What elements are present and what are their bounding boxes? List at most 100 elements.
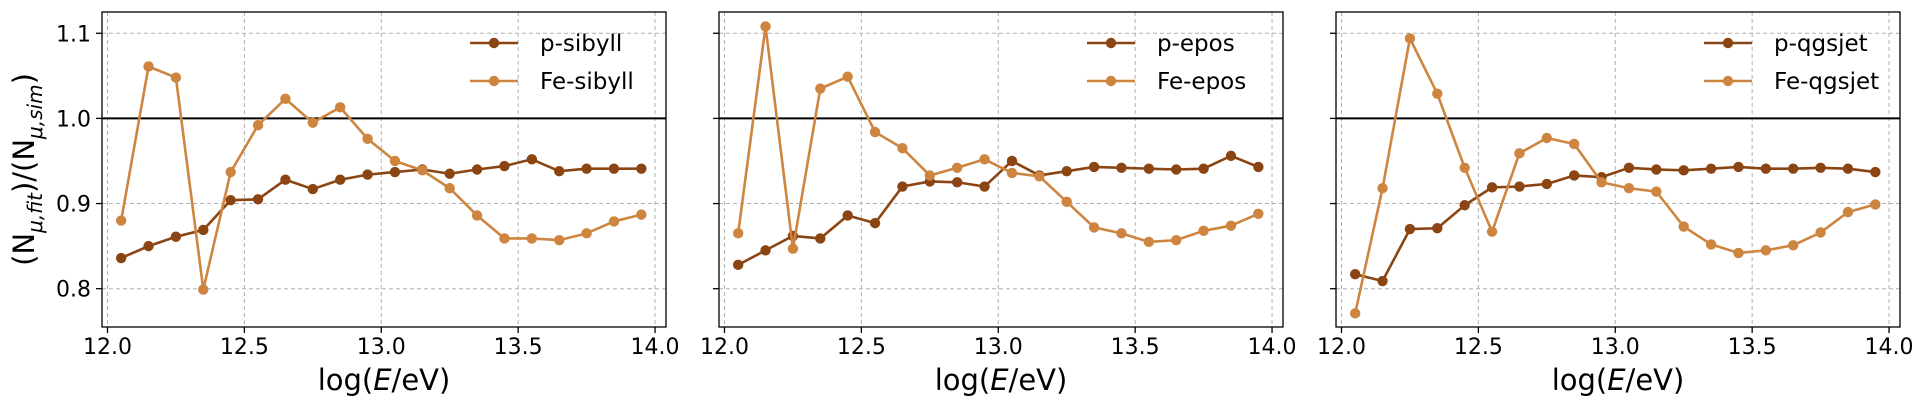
data-point bbox=[143, 240, 154, 252]
data-point bbox=[1143, 163, 1155, 174]
data-point bbox=[979, 181, 990, 192]
data-point bbox=[1596, 177, 1607, 188]
data-point bbox=[869, 217, 881, 229]
data-point bbox=[636, 163, 647, 174]
x-tick-label: 12.5 bbox=[220, 335, 269, 360]
y-tick-label: 1.0 bbox=[56, 107, 91, 132]
data-point bbox=[1870, 166, 1881, 178]
data-point bbox=[1486, 226, 1498, 237]
x-tick-label: 12.0 bbox=[700, 335, 749, 360]
data-point bbox=[1705, 163, 1717, 174]
x-tick-label: 12.5 bbox=[1454, 335, 1503, 360]
data-point bbox=[362, 133, 373, 145]
data-point bbox=[1733, 161, 1744, 173]
data-point bbox=[1568, 170, 1580, 181]
data-point bbox=[1541, 132, 1553, 144]
data-point bbox=[1432, 223, 1443, 234]
data-point bbox=[170, 231, 182, 242]
legend-marker bbox=[488, 75, 500, 87]
plot-frame bbox=[101, 11, 667, 328]
legend-marker bbox=[1722, 37, 1734, 49]
data-point bbox=[471, 164, 483, 175]
data-point bbox=[1116, 228, 1127, 239]
data-point bbox=[1623, 183, 1635, 194]
x-tick-label: 13.5 bbox=[1111, 335, 1160, 360]
data-point bbox=[1198, 225, 1209, 236]
panel-2: 12.0 12.5 13.0 13.5 14.0 log(E/eV) p-epos Fe-ep… bbox=[700, 11, 1297, 397]
data-point bbox=[897, 143, 908, 154]
data-point bbox=[1225, 150, 1237, 162]
data-point bbox=[143, 61, 154, 72]
data-point bbox=[1116, 162, 1127, 173]
data-point bbox=[1486, 182, 1498, 193]
data-point bbox=[280, 174, 291, 185]
data-point bbox=[471, 210, 483, 221]
data-point bbox=[252, 120, 264, 131]
legend-marker bbox=[1105, 75, 1117, 87]
y-axis-label: (Nμ,fit)/(Nμ,sim) bbox=[7, 73, 47, 266]
data-point bbox=[444, 168, 455, 179]
data-point bbox=[924, 170, 936, 181]
data-point bbox=[1760, 163, 1772, 174]
data-point bbox=[1404, 33, 1416, 44]
data-point bbox=[608, 216, 620, 227]
data-point bbox=[115, 252, 127, 264]
plot-frame bbox=[1335, 11, 1901, 328]
data-point bbox=[1404, 223, 1416, 235]
legend-label: Fe-qgsjet bbox=[1774, 69, 1879, 95]
data-point bbox=[581, 228, 592, 239]
data-point bbox=[1870, 199, 1881, 210]
data-point bbox=[198, 224, 209, 236]
data-point bbox=[951, 162, 963, 173]
data-point bbox=[815, 83, 826, 94]
data-point bbox=[787, 243, 799, 254]
data-point bbox=[897, 181, 908, 192]
data-point bbox=[170, 72, 182, 83]
legend-label: Fe-sibyll bbox=[540, 69, 634, 95]
data-point bbox=[1788, 240, 1799, 251]
data-point bbox=[1349, 269, 1361, 280]
data-point bbox=[307, 117, 319, 128]
x-axis-label: log(E/eV) bbox=[318, 363, 451, 397]
data-point bbox=[1432, 88, 1443, 99]
data-point bbox=[1815, 162, 1826, 173]
x-tick-label: 13.5 bbox=[494, 335, 543, 360]
panel-3: 12.0 12.5 13.0 13.5 14.0 log(E/eV) p-qgsjet Fe-… bbox=[1317, 11, 1914, 397]
data-point bbox=[1541, 178, 1553, 190]
data-point bbox=[1788, 163, 1799, 174]
data-point bbox=[1349, 308, 1361, 319]
x-tick-label: 12.5 bbox=[837, 335, 886, 360]
data-point bbox=[1253, 208, 1264, 219]
legend-label: p-qgsjet bbox=[1774, 31, 1868, 57]
data-point bbox=[1651, 164, 1662, 175]
x-axis-label: log(E/eV) bbox=[935, 363, 1068, 397]
data-point bbox=[389, 166, 401, 178]
data-point bbox=[444, 183, 455, 194]
data-point bbox=[1678, 165, 1689, 176]
legend-marker bbox=[488, 37, 500, 49]
data-point bbox=[815, 233, 826, 244]
data-point bbox=[115, 215, 127, 226]
x-tick-label: 14.0 bbox=[1248, 335, 1297, 360]
data-point bbox=[1623, 162, 1635, 173]
data-point bbox=[979, 154, 990, 165]
data-point bbox=[1253, 161, 1264, 173]
data-point bbox=[636, 209, 647, 220]
data-point bbox=[554, 234, 565, 246]
panel-1: 12.0 12.5 13.0 13.5 14.0 0.8 0.9 1.0 1.1 log(E/eV… bbox=[7, 11, 680, 397]
data-point bbox=[581, 163, 592, 174]
data-point bbox=[1733, 247, 1744, 259]
data-point bbox=[554, 166, 565, 177]
data-point bbox=[1815, 227, 1826, 238]
data-point bbox=[1225, 220, 1237, 231]
data-point bbox=[1006, 167, 1018, 179]
data-point bbox=[732, 228, 744, 239]
legend-label: Fe-epos bbox=[1157, 69, 1246, 95]
data-point bbox=[1651, 186, 1662, 197]
y-tick-label: 1.1 bbox=[56, 22, 91, 47]
data-point bbox=[225, 194, 236, 206]
data-point bbox=[1143, 236, 1155, 248]
legend-marker bbox=[1722, 75, 1734, 87]
data-point bbox=[526, 154, 538, 165]
data-point bbox=[842, 210, 853, 221]
